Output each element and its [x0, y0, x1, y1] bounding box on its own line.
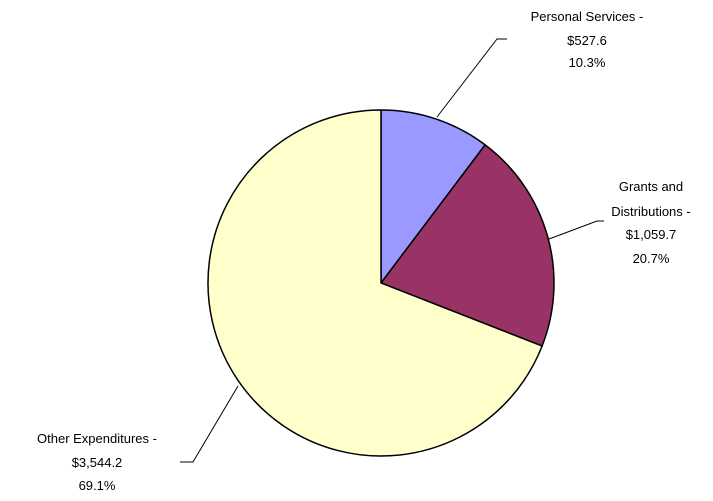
pie-slice-other-expenditures	[207, 109, 543, 457]
label-personal-services: Personal Services - $527.6 10.3%	[531, 9, 644, 70]
slice-label-grants-line1: Grants and	[619, 179, 683, 194]
pie-slices	[207, 109, 555, 457]
label-other-expenditures: Other Expenditures - $3,544.2 69.1%	[37, 431, 157, 493]
slice-amount-grants-and-distributions: $1,059.7	[626, 227, 677, 242]
leader-lines	[180, 38, 604, 463]
leader-line-grants-and-distributions	[548, 220, 604, 240]
pie-slice-personal-services	[380, 109, 486, 284]
slice-percent-other-expenditures: 69.1%	[79, 478, 116, 493]
slice-label-personal-services: Personal Services -	[531, 9, 644, 24]
label-grants-and-distributions: Grants and Distributions - $1,059.7 20.7…	[611, 179, 690, 266]
pie-slice-grants-and-distributions	[380, 144, 555, 347]
slice-amount-other-expenditures: $3,544.2	[72, 455, 123, 470]
slice-percent-grants-and-distributions: 20.7%	[633, 251, 670, 266]
slice-label-other-expenditures: Other Expenditures -	[37, 431, 157, 446]
slice-label-grants-line2: Distributions -	[611, 204, 690, 219]
leader-line-personal-services	[436, 38, 507, 118]
leader-line-other-expenditures	[180, 385, 239, 463]
slice-amount-personal-services: $527.6	[567, 33, 607, 48]
slice-percent-personal-services: 10.3%	[569, 55, 606, 70]
